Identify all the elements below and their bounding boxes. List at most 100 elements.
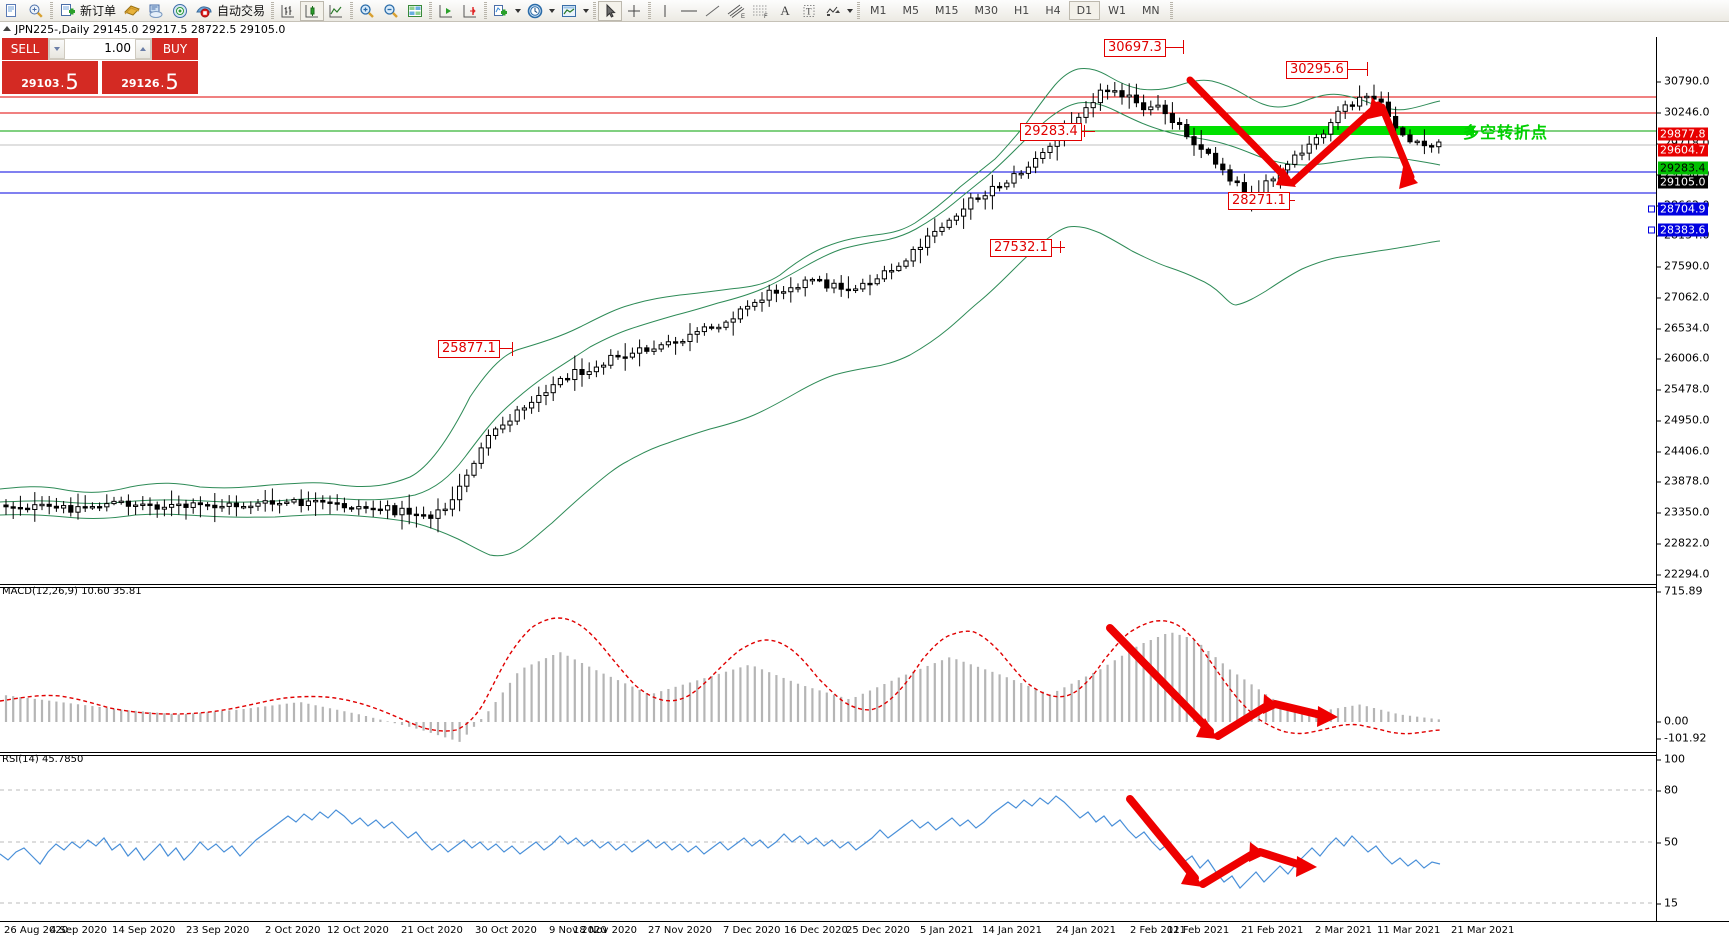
buy-button[interactable]: BUY: [152, 38, 198, 60]
text-label-icon[interactable]: T: [797, 1, 821, 21]
candlestick: [255, 502, 261, 507]
price-tick: 26006.0: [1657, 352, 1710, 365]
candlestick: [435, 509, 441, 519]
text-icon[interactable]: A: [773, 1, 797, 21]
volume-increment-button[interactable]: [135, 39, 151, 59]
candlestick: [176, 503, 182, 507]
timeframe-d1[interactable]: D1: [1068, 1, 1101, 20]
volume-value[interactable]: 1.00: [104, 41, 131, 55]
line-chart-icon[interactable]: [324, 1, 348, 21]
new-chart-icon[interactable]: [0, 1, 24, 21]
macd-indicator-label: MACD(12,26,9) 10.60 35.81: [2, 586, 142, 597]
rsi-panel[interactable]: RSI(14) 45.7850: [0, 752, 1729, 920]
objects-icon[interactable]: [821, 1, 845, 21]
zoom-in-icon[interactable]: [355, 1, 379, 21]
candlestick: [1414, 140, 1420, 144]
candlestick: [701, 326, 707, 333]
candlestick: [327, 501, 333, 504]
tile-windows-icon[interactable]: [403, 1, 427, 21]
new-order-icon[interactable]: [55, 1, 79, 21]
templates-icon[interactable]: [557, 1, 581, 21]
chart-shift-icon[interactable]: [458, 1, 482, 21]
trendline-icon[interactable]: [701, 1, 725, 21]
buy-price-block[interactable]: 29126 . 5: [102, 61, 198, 94]
one-click-trading-panel[interactable]: SELL 1.00 BUY 29103 . 5 29126 . 5: [2, 38, 198, 94]
annotation-30697: 30697.3: [1104, 39, 1166, 57]
timeframe-h1[interactable]: H1: [1014, 4, 1030, 17]
timeframe-m1[interactable]: M1: [870, 4, 887, 17]
macd-tick: 715.89: [1657, 585, 1703, 598]
candlestick: [1090, 102, 1096, 109]
volume-field[interactable]: 1.00: [48, 38, 152, 60]
price-level-label[interactable]: 29105.0: [1658, 175, 1708, 189]
timeframe-w1[interactable]: W1: [1108, 4, 1126, 17]
date-label: 21 Mar 2021: [1451, 925, 1515, 936]
timeframe-m30[interactable]: M30: [974, 4, 999, 17]
market-watch-icon[interactable]: [24, 1, 48, 21]
macd-panel[interactable]: MACD(12,26,9) 10.60 35.81: [0, 584, 1729, 749]
volume-decrement-button[interactable]: [49, 39, 65, 59]
indicators-dropdown-arrow[interactable]: [513, 1, 523, 21]
candlestick: [831, 282, 837, 289]
data-window-icon[interactable]: [120, 1, 144, 21]
candlestick: [658, 344, 664, 350]
candlestick: [298, 499, 304, 507]
trade-panel-top-row: SELL 1.00 BUY: [2, 38, 198, 60]
autotrading-icon[interactable]: [192, 1, 216, 21]
price-level-label[interactable]: 29283.4: [1658, 161, 1708, 175]
candlestick: [1155, 104, 1161, 108]
terminal-icon[interactable]: [168, 1, 192, 21]
annotation-27532: 27532.1: [990, 239, 1052, 257]
horizontal-line-icon[interactable]: [677, 1, 701, 21]
sell-price-last-digit: 5: [65, 70, 79, 95]
level-drag-handle[interactable]: [1648, 205, 1655, 213]
period-dropdown-arrow[interactable]: [547, 1, 557, 21]
equidistant-channel-icon[interactable]: E: [725, 1, 749, 21]
svg-text:F: F: [764, 14, 768, 19]
price-scale[interactable]: 30790.030246.029718.029190.028662.028134…: [1648, 37, 1729, 935]
chart-canvas[interactable]: 30697.3 30295.6 29283.4 28271.1 27532.1 …: [0, 37, 1729, 921]
crosshair-icon[interactable]: [622, 1, 646, 21]
candlestick: [349, 507, 355, 510]
timeframe-m5[interactable]: M5: [902, 4, 920, 17]
candlestick: [752, 301, 758, 307]
sell-price-block[interactable]: 29103 . 5: [2, 61, 98, 94]
period-clock-icon[interactable]: [523, 1, 547, 21]
cursor-icon[interactable]: [598, 0, 623, 21]
indicators-icon[interactable]: [489, 1, 513, 21]
price-level-label[interactable]: 28704.9: [1658, 202, 1708, 216]
vertical-line-icon[interactable]: [653, 1, 677, 21]
candlestick: [277, 502, 283, 506]
collapse-triangle-icon[interactable]: [3, 26, 11, 31]
new-order-label[interactable]: 新订单: [80, 4, 117, 18]
sell-button[interactable]: SELL: [2, 38, 48, 60]
templates-dropdown-arrow[interactable]: [581, 1, 591, 21]
candlestick: [860, 282, 866, 290]
bar-chart-icon[interactable]: [276, 1, 300, 21]
candlestick: [644, 347, 650, 352]
date-axis[interactable]: 26 Aug 2020 4 Sep 2020 14 Sep 2020 23 Sep 2…: [0, 921, 1729, 942]
candlestick: [385, 505, 391, 511]
price-tick: 22822.0: [1657, 537, 1710, 550]
fibonacci-icon[interactable]: F: [749, 1, 773, 21]
price-panel[interactable]: 30697.3 30295.6 29283.4 28271.1 27532.1 …: [0, 37, 1729, 581]
timeframe-mn[interactable]: MN: [1141, 4, 1160, 17]
macd-histogram: [4, 632, 1440, 742]
autotrading-label[interactable]: 自动交易: [217, 4, 266, 18]
candlestick: [262, 500, 268, 504]
price-level-label[interactable]: 29877.8: [1658, 127, 1708, 141]
timeframe-h4[interactable]: H4: [1045, 4, 1061, 17]
zoom-out-icon[interactable]: [379, 1, 403, 21]
auto-scroll-icon[interactable]: [434, 1, 458, 21]
date-label: 7 Dec 2020: [723, 925, 781, 936]
price-level-label[interactable]: 29604.7: [1658, 143, 1708, 157]
timeframe-m15[interactable]: M15: [935, 4, 959, 17]
objects-dropdown-arrow[interactable]: [845, 1, 855, 21]
navigator-icon[interactable]: [144, 1, 168, 21]
candlestick-chart-icon[interactable]: [300, 0, 325, 21]
level-drag-handle[interactable]: [1648, 226, 1655, 234]
symbol-ohlc-text: JPN225-,Daily 29145.0 29217.5 28722.5 29…: [15, 23, 286, 36]
price-level-label[interactable]: 28383.6: [1658, 223, 1708, 237]
candlestick: [125, 500, 132, 507]
candlestick: [723, 321, 729, 328]
